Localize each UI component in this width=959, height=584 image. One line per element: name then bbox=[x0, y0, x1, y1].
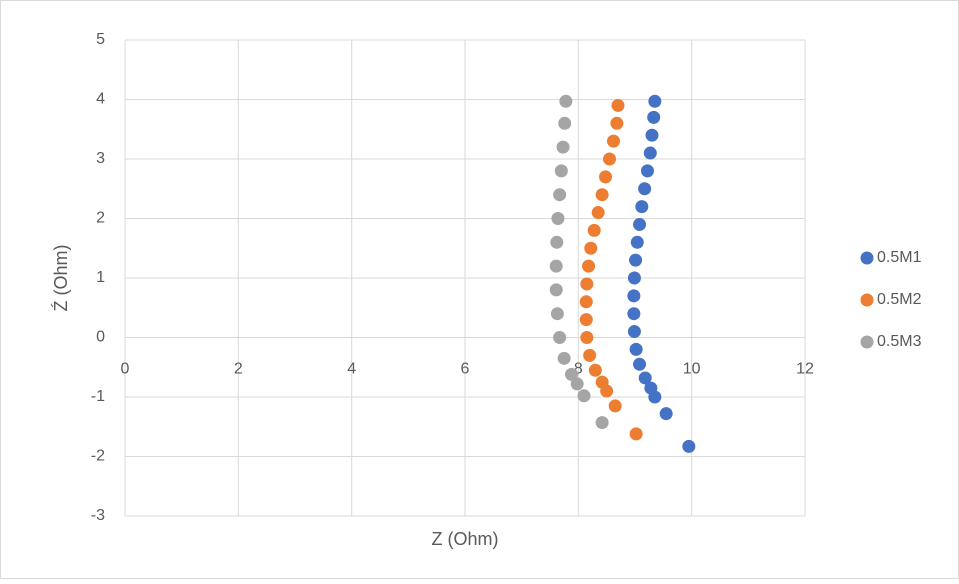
data-point bbox=[554, 164, 568, 178]
data-point bbox=[635, 200, 649, 214]
y-tick-label: 0 bbox=[96, 329, 105, 346]
data-point bbox=[627, 325, 641, 339]
y-tick-label: 5 bbox=[96, 31, 105, 48]
legend-marker bbox=[860, 335, 874, 349]
data-point bbox=[627, 307, 641, 321]
data-point bbox=[579, 313, 593, 327]
data-point bbox=[633, 217, 647, 231]
data-point bbox=[629, 427, 643, 441]
data-point bbox=[643, 146, 657, 160]
data-point bbox=[550, 307, 564, 321]
x-tick-label: 8 bbox=[574, 361, 583, 378]
data-point bbox=[549, 259, 563, 273]
data-point bbox=[587, 223, 601, 237]
y-tick-label: 4 bbox=[96, 91, 105, 108]
x-tick-label: 4 bbox=[347, 361, 356, 378]
y-tick-label: -3 bbox=[91, 507, 105, 524]
data-point bbox=[550, 235, 564, 249]
data-point bbox=[611, 98, 625, 112]
x-tick-label: 6 bbox=[461, 361, 470, 378]
data-point bbox=[577, 389, 591, 403]
data-point bbox=[608, 399, 622, 413]
data-point bbox=[600, 384, 614, 398]
legend-label: 0.5M1 bbox=[877, 249, 922, 266]
data-point bbox=[648, 390, 662, 404]
data-point bbox=[627, 289, 641, 303]
data-point bbox=[591, 206, 605, 220]
data-point bbox=[570, 377, 584, 391]
legend-marker bbox=[860, 251, 874, 265]
data-point bbox=[629, 253, 643, 267]
data-point bbox=[633, 357, 647, 371]
data-point bbox=[557, 351, 571, 365]
data-point bbox=[583, 348, 597, 362]
x-tick-label: 12 bbox=[796, 361, 814, 378]
data-point bbox=[556, 140, 570, 154]
x-axis-title: Z (Ohm) bbox=[432, 529, 499, 549]
data-point bbox=[595, 416, 609, 430]
y-tick-label: 3 bbox=[96, 150, 105, 167]
data-point bbox=[603, 152, 616, 166]
data-point bbox=[682, 439, 696, 453]
data-point bbox=[659, 407, 673, 421]
data-point bbox=[645, 128, 659, 142]
data-point bbox=[584, 241, 598, 255]
y-tick-label: 2 bbox=[96, 210, 105, 227]
data-point bbox=[629, 342, 643, 356]
y-tick-label: -2 bbox=[91, 448, 105, 465]
data-point bbox=[627, 271, 641, 285]
legend-marker bbox=[860, 293, 874, 307]
data-point bbox=[599, 170, 613, 184]
x-tick-label: 2 bbox=[234, 361, 243, 378]
data-point bbox=[638, 182, 652, 196]
x-tick-label: 0 bbox=[121, 361, 130, 378]
data-point bbox=[579, 295, 593, 309]
x-tick-label: 10 bbox=[683, 361, 701, 378]
data-point bbox=[553, 188, 567, 202]
y-axis-title: Ź (Ohm) bbox=[51, 245, 71, 312]
data-point bbox=[648, 94, 662, 108]
data-point bbox=[580, 277, 594, 291]
data-point bbox=[553, 331, 567, 344]
data-point bbox=[595, 188, 609, 202]
data-point bbox=[558, 116, 572, 130]
data-point bbox=[582, 259, 596, 273]
data-point bbox=[640, 164, 654, 178]
data-point bbox=[606, 134, 620, 148]
data-point bbox=[551, 212, 565, 225]
data-point bbox=[565, 367, 579, 381]
legend-label: 0.5M2 bbox=[877, 291, 922, 308]
data-point bbox=[580, 331, 594, 344]
data-point bbox=[588, 363, 602, 377]
y-tick-label: -1 bbox=[91, 388, 105, 405]
legend-label: 0.5M3 bbox=[877, 333, 922, 350]
y-tick-label: 1 bbox=[96, 269, 105, 286]
data-point bbox=[630, 235, 644, 249]
data-point bbox=[610, 116, 624, 130]
data-point bbox=[647, 110, 661, 124]
data-point bbox=[638, 371, 652, 385]
data-point bbox=[549, 283, 563, 297]
data-point bbox=[559, 94, 573, 108]
